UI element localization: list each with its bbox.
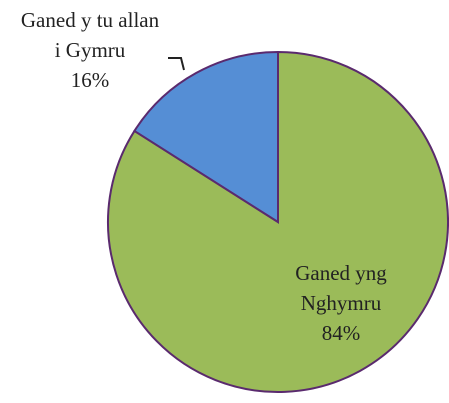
category-label: Ganed yng Nghymru [295,261,387,315]
pie-slice [133,50,279,224]
category-label: Ganed y tu allan i Gymru [20,8,160,62]
value-label: 16% [70,68,110,92]
leader-line [168,57,185,71]
value-label: 84% [321,321,361,345]
slice-label: Ganed yng Nghymru 84% [283,258,399,348]
slice-label: Ganed y tu allan i Gymru 16% [20,5,160,95]
pie-slice [107,50,449,393]
